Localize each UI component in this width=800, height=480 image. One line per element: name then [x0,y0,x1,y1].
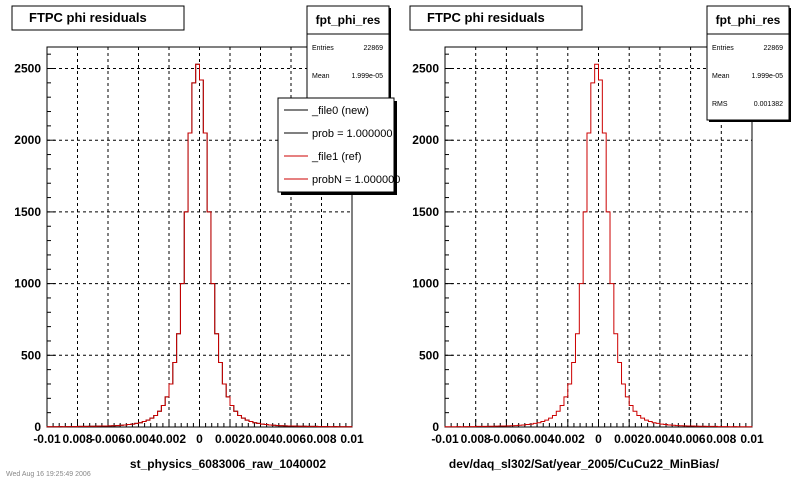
stats-value: 22869 [364,45,384,52]
y-tick-label: 500 [419,348,439,362]
x-tick-label: -0.004 [121,432,155,446]
x-tick-label: 0.008 [706,432,736,446]
y-tick-label: 1500 [14,205,41,219]
x-tick-label: 0.01 [340,432,364,446]
x-tick-label: 0.002 [215,432,245,446]
stats-label: Mean [312,73,330,80]
y-tick-label: 1000 [14,277,41,291]
x-tick-label: 0.008 [461,432,491,446]
x-tick-label: 0.002 [614,432,644,446]
x-tick-label: 0 [595,432,602,446]
x-tick-label: -0.002 [152,432,186,446]
x-tick-label: 0.008 [62,432,92,446]
x-tick-label: -0.002 [551,432,585,446]
stats-name: fpt_phi_res [716,13,781,27]
x-tick-label: 0.004 [645,432,675,446]
stats-box [706,5,790,121]
x-tick-label: 0.006 [676,432,706,446]
legend-entry: _file1 (ref) [311,151,362,163]
x-tick-label: -0.006 [489,432,523,446]
minor-ticks [444,53,753,428]
y-tick-label: 1000 [412,277,439,291]
legend-entry: probN = 1.000000 [312,174,400,186]
y-tick-label: 0 [34,420,41,434]
stats-label: RMS [712,101,728,108]
stats-box [306,5,390,111]
x-tick-label: -0.004 [520,432,554,446]
x-axis-title: dev/daq_sl302/Sat/year_2005/CuCu22_MinBi… [449,457,720,471]
y-tick-label: 2500 [14,62,41,76]
stats-value: 1.999e-05 [751,73,783,80]
x-tick-label: -0.006 [91,432,125,446]
y-tick-label: 0 [432,420,439,434]
x-tick-label: 0.006 [276,432,306,446]
stats-name: fpt_phi_res [316,13,381,27]
x-axis-title: st_physics_6083006_raw_1040002 [130,457,326,471]
chart-title: FTPC phi residuals [29,10,147,25]
x-tick-label: 0.004 [245,432,275,446]
chart-title: FTPC phi residuals [427,10,545,25]
histogram-series-1 [444,63,753,428]
title-box [409,5,583,31]
y-tick-label: 2500 [412,62,439,76]
stats-label: Mean [712,73,730,80]
legend-box [277,97,395,193]
x-tick-label: -0.01 [33,432,61,446]
title-box [11,5,185,31]
footer-timestamp: Wed Aug 16 19:25:49 2006 [6,471,91,478]
chart-panel-1: -0.01 0.008-0.006-0.004-0.002 0 0.002 0.004 0… [11,5,400,471]
y-tick-label: 2000 [412,133,439,147]
x-tick-label: 0.008 [306,432,336,446]
x-tick-label: -0.01 [431,432,459,446]
legend-entry: prob = 1.000000 [312,128,392,140]
x-tick-label: 0.01 [740,432,764,446]
chart-panel-2: -0.01 0.008-0.006-0.004-0.002 0 0.002 0.004 0… [409,5,791,471]
stats-label: Entries [712,45,734,52]
y-tick-label: 500 [21,348,41,362]
x-tick-label: 0 [196,432,203,446]
y-tick-label: 2000 [14,133,41,147]
histogram-series-2 [46,63,353,428]
stats-label: Entries [312,45,334,52]
stats-value: 0.001382 [754,101,783,108]
stats-value: 1.999e-05 [351,73,383,80]
y-tick-label: 1500 [412,205,439,219]
legend-entry: _file0 (new) [311,105,369,117]
stats-value: 22869 [764,45,784,52]
plot-frame [444,46,753,428]
